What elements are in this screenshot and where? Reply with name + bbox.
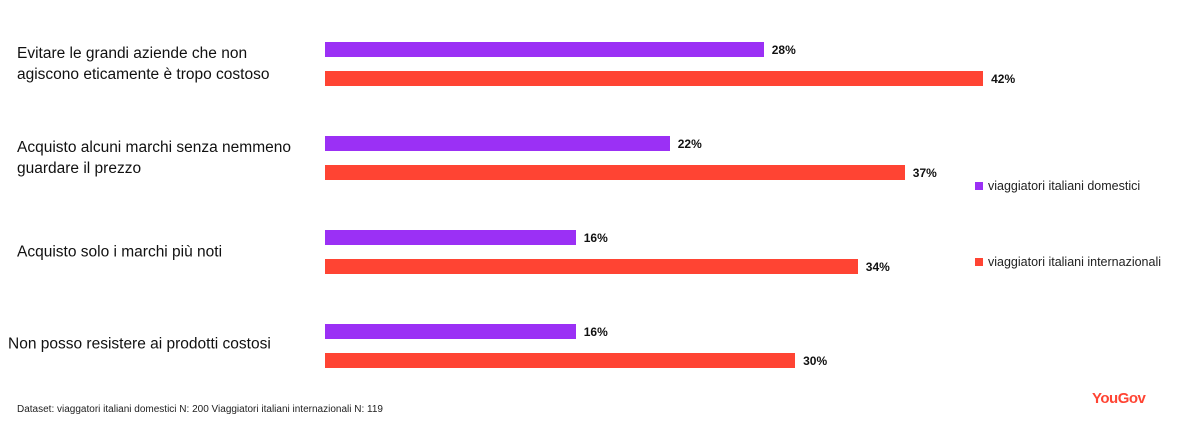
- logo: YouGov: [1092, 390, 1146, 407]
- legend-swatch: [975, 182, 983, 190]
- legend-label: viaggiatori italiani internazionali: [988, 255, 1162, 269]
- legend-swatch: [975, 258, 983, 266]
- value-label: 22%: [677, 137, 702, 151]
- bar: [325, 136, 670, 151]
- legend-label: viaggiatori italiani domestici: [988, 179, 1141, 193]
- value-label: 42%: [991, 71, 1016, 86]
- category-label: Acquisto solo i marchi più noti: [17, 243, 223, 261]
- bar: [325, 352, 796, 368]
- bar: [325, 230, 576, 245]
- value-label: 37%: [912, 165, 937, 180]
- value-label: 28%: [771, 43, 796, 57]
- legend-item: viaggiatori italiani domestici: [975, 179, 1140, 193]
- legend-item: viaggiatori italiani internazionali: [975, 255, 1161, 269]
- value-label: 30%: [803, 353, 828, 368]
- value-label: 16%: [583, 231, 608, 245]
- bar: [325, 164, 905, 180]
- category-label: Evitare le grandi aziende che non agisco…: [17, 44, 270, 83]
- bar: [325, 258, 858, 274]
- bar: [325, 324, 576, 339]
- bar: [325, 70, 984, 86]
- footer-note: Dataset: viaggatori italiani domestici N…: [17, 404, 383, 415]
- value-label: 34%: [865, 259, 890, 274]
- value-label: 16%: [583, 325, 608, 339]
- category-label: Non posso resistere ai prodotti costosi: [8, 335, 271, 353]
- bar: [325, 42, 764, 57]
- category-label: Acquisto alcuni marchi senza nemmeno gua…: [17, 138, 291, 177]
